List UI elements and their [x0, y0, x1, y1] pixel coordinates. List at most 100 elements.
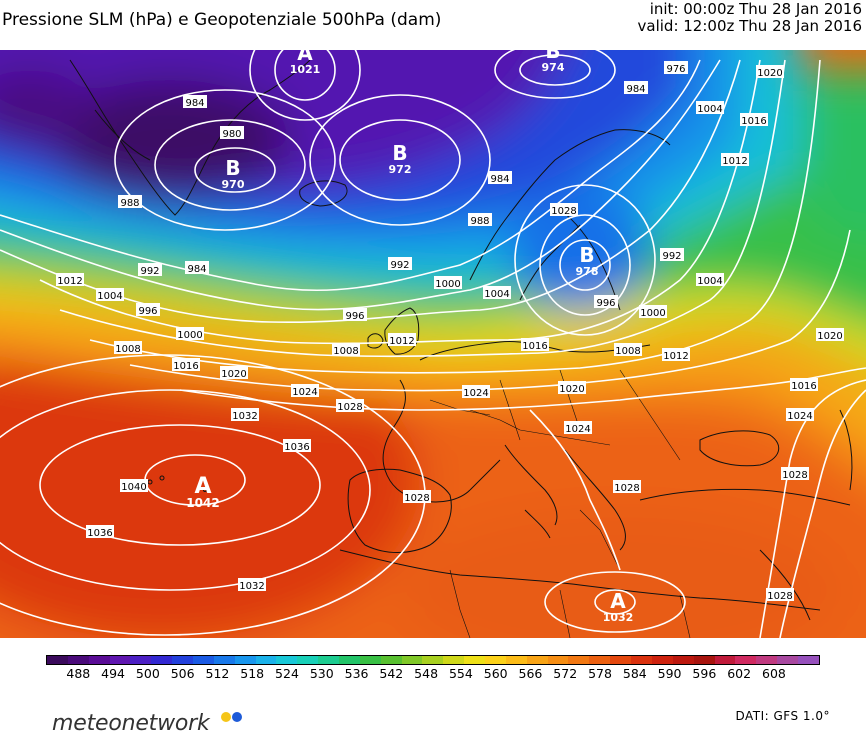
- meteonetwork-logo: meteonetwork: [52, 711, 210, 736]
- svg-text:1004: 1004: [697, 104, 722, 115]
- svg-text:1024: 1024: [787, 411, 812, 422]
- svg-text:1020: 1020: [559, 384, 584, 395]
- svg-text:1028: 1028: [782, 470, 807, 481]
- colorbar-segment: [651, 656, 673, 664]
- colorbar-segment: [130, 656, 152, 664]
- svg-text:992: 992: [140, 266, 159, 277]
- colorbar-segment: [505, 656, 527, 664]
- colorbar-tick-label: 608: [761, 666, 786, 681]
- svg-text:976: 976: [666, 64, 685, 75]
- colorbar-tick-label: 602: [727, 666, 752, 681]
- svg-text:1012: 1012: [389, 336, 414, 347]
- svg-text:996: 996: [596, 298, 615, 309]
- svg-text:1000: 1000: [640, 308, 665, 319]
- colorbar-segment: [756, 656, 778, 664]
- colorbar-segment: [422, 656, 444, 664]
- colorbar-segment: [339, 656, 360, 664]
- svg-text:984: 984: [490, 174, 509, 185]
- colorbar-tick-label: 536: [344, 666, 369, 681]
- svg-text:1016: 1016: [173, 361, 198, 372]
- colorbar-tick-label: 596: [692, 666, 717, 681]
- svg-text:1028: 1028: [337, 402, 362, 413]
- svg-text:984: 984: [185, 98, 204, 109]
- colorbar-tick-label: 494: [101, 666, 126, 681]
- svg-text:1040: 1040: [121, 482, 146, 493]
- colorbar-segment: [380, 656, 402, 664]
- svg-text:1042: 1042: [186, 496, 219, 510]
- colorbar-segment: [568, 656, 590, 664]
- colorbar-segment: [777, 656, 798, 664]
- svg-text:984: 984: [187, 264, 206, 275]
- pressure-center: A 1032: [603, 589, 634, 624]
- svg-text:978: 978: [576, 265, 599, 278]
- colorbar-tick-label: 578: [588, 666, 612, 681]
- colorbar-segment: [589, 656, 611, 664]
- isobars: [0, 50, 866, 638]
- colorbar-segment: [172, 656, 194, 664]
- valid-time: valid: 12:00z Thu 28 Jan 2016: [637, 17, 862, 35]
- svg-text:1028: 1028: [404, 493, 429, 504]
- colorbar-tick-label: 566: [518, 666, 543, 681]
- colorbar-segment: [109, 656, 131, 664]
- svg-text:1000: 1000: [435, 279, 460, 290]
- svg-text:996: 996: [138, 306, 157, 317]
- isobar-labels: 984 980 988 992 984 1012 1004 996 988 98…: [56, 61, 844, 602]
- svg-text:1004: 1004: [484, 289, 509, 300]
- colorbar-segment: [297, 656, 319, 664]
- svg-text:B: B: [579, 243, 594, 267]
- svg-text:1032: 1032: [232, 411, 257, 422]
- colorbar-ticks: 488 494 500 506 512 518 524 530 536 542 548 554 560 5…: [47, 666, 819, 684]
- colorbar-tick-label: 524: [275, 666, 299, 681]
- pressure-center: B 972: [389, 141, 412, 176]
- svg-text:1028: 1028: [551, 206, 576, 217]
- svg-text:1020: 1020: [221, 369, 246, 380]
- colorbar-segment: [631, 656, 652, 664]
- colorbar-tick-label: 560: [483, 666, 508, 681]
- colorbar-tick-label: 512: [205, 666, 230, 681]
- svg-text:B: B: [225, 156, 240, 180]
- pressure-center: B 978: [576, 243, 599, 278]
- svg-text:984: 984: [626, 84, 645, 95]
- svg-text:A: A: [194, 474, 211, 499]
- svg-text:1016: 1016: [741, 116, 766, 127]
- colorbar-segment: [547, 656, 569, 664]
- svg-text:974: 974: [542, 61, 565, 74]
- colorbar-tick-label: 584: [622, 666, 647, 681]
- colorbar-segment: [485, 656, 506, 664]
- colorbar-tick-label: 506: [170, 666, 195, 681]
- colorbar-tick-label: 500: [135, 666, 160, 681]
- svg-text:1004: 1004: [97, 291, 122, 302]
- svg-text:980: 980: [222, 129, 241, 140]
- colorbar-segment: [401, 656, 423, 664]
- svg-text:B: B: [392, 141, 407, 165]
- svg-text:988: 988: [120, 198, 139, 209]
- svg-text:1008: 1008: [115, 344, 140, 355]
- svg-text:1016: 1016: [791, 381, 816, 392]
- colorbar-segment: [67, 656, 89, 664]
- colorbar-tick-label: 488: [66, 666, 91, 681]
- colorbar-tick-label: 548: [414, 666, 439, 681]
- svg-text:1012: 1012: [57, 276, 82, 287]
- init-time: init: 00:00z Thu 28 Jan 2016: [649, 0, 862, 18]
- colorbar-segment: [735, 656, 757, 664]
- colorbar-segment: [610, 656, 632, 664]
- svg-text:1000: 1000: [177, 330, 202, 341]
- svg-text:A: A: [297, 50, 313, 65]
- svg-text:1020: 1020: [817, 331, 842, 342]
- colorbar-segment: [151, 656, 173, 664]
- svg-text:970: 970: [222, 178, 245, 191]
- svg-text:1008: 1008: [333, 346, 358, 357]
- svg-text:1016: 1016: [522, 341, 547, 352]
- pressure-center: A 1021: [290, 50, 321, 76]
- colorbar-segment: [797, 656, 819, 664]
- svg-text:1024: 1024: [292, 387, 317, 398]
- svg-text:1036: 1036: [284, 442, 309, 453]
- svg-text:1028: 1028: [614, 483, 639, 494]
- colorbar-segment: [213, 656, 235, 664]
- colorbar-segment: [672, 656, 694, 664]
- svg-text:1024: 1024: [463, 388, 488, 399]
- svg-text:992: 992: [662, 251, 681, 262]
- colorbar-tick-label: 530: [309, 666, 334, 681]
- svg-text:988: 988: [470, 216, 489, 227]
- colorbar-segment: [255, 656, 277, 664]
